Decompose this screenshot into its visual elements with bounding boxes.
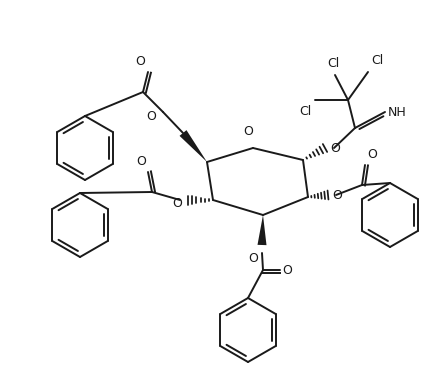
Text: Cl: Cl — [327, 57, 339, 70]
Text: O: O — [172, 197, 182, 210]
Text: O: O — [330, 141, 340, 154]
Text: O: O — [135, 55, 145, 68]
Text: Cl: Cl — [300, 105, 312, 118]
Text: O: O — [282, 263, 292, 276]
Polygon shape — [179, 130, 207, 162]
Text: Cl: Cl — [371, 54, 383, 67]
Polygon shape — [257, 215, 267, 245]
Text: O: O — [367, 148, 377, 161]
Text: O: O — [146, 109, 156, 122]
Text: O: O — [248, 252, 258, 265]
Text: O: O — [332, 188, 342, 201]
Text: O: O — [243, 125, 253, 138]
Text: NH: NH — [388, 105, 407, 118]
Text: O: O — [136, 155, 146, 168]
